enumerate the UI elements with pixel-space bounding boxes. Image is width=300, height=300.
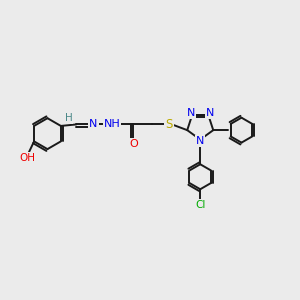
Text: Cl: Cl: [195, 200, 206, 210]
Text: OH: OH: [19, 153, 35, 163]
Text: N: N: [187, 108, 195, 118]
Text: S: S: [165, 118, 173, 131]
Text: NH: NH: [103, 119, 120, 129]
Text: O: O: [129, 139, 138, 149]
Text: H: H: [65, 113, 72, 123]
Text: N: N: [196, 136, 204, 146]
Text: N: N: [89, 119, 98, 129]
Text: N: N: [206, 108, 214, 118]
